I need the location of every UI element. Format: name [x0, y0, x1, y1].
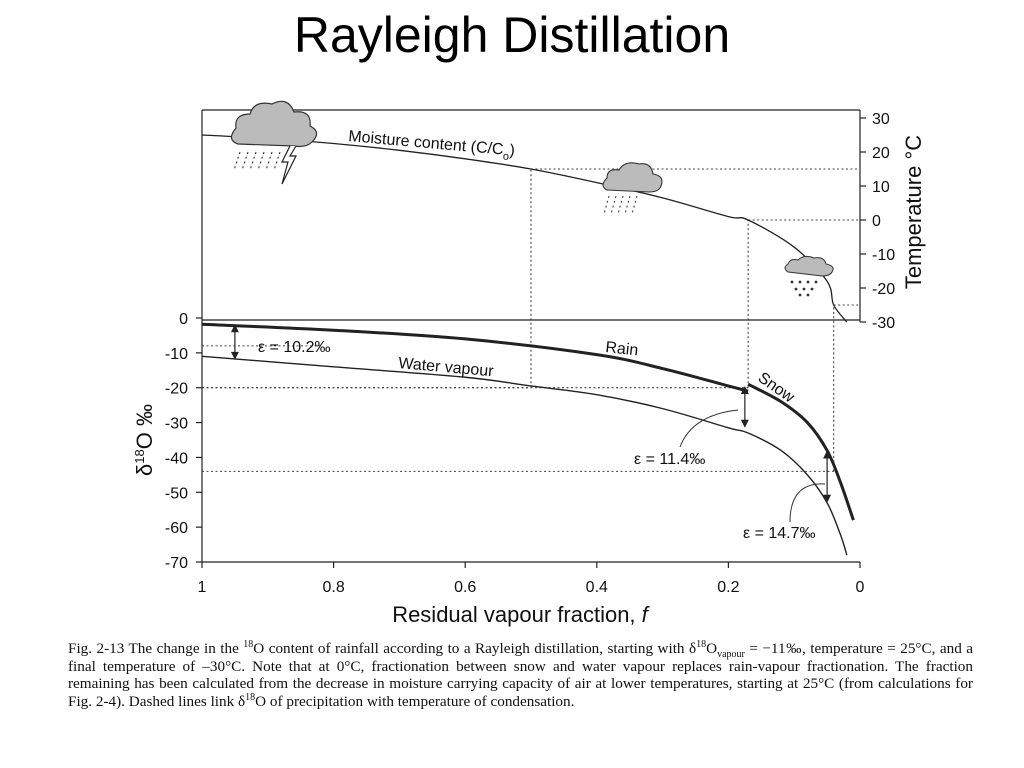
epsilon-11-4-leader: [679, 409, 739, 448]
epsilon-11-4-label: ε = 11.4‰: [634, 451, 705, 468]
d18o-tick-label: -30: [165, 416, 188, 433]
epsilon-arrow-head: [740, 385, 749, 394]
x-tick-label: 1: [198, 579, 207, 596]
figure-caption: Fig. 2-13 The change in the 18O content …: [68, 638, 974, 710]
rain-cloud-icon: [602, 162, 663, 215]
epsilon-arrow-head: [230, 351, 239, 360]
d18o-tick-label: -20: [165, 381, 188, 398]
epsilon-10-2-label: ε = 10.2‰: [258, 339, 331, 356]
moisture-content-line: [201, 134, 848, 323]
x-tick-label: 0.2: [717, 579, 739, 596]
x-tick-label: 0: [856, 579, 865, 596]
snow-cloud-icon: [784, 255, 834, 297]
moisture-content-label: Moisture content (C/Co): [347, 128, 515, 163]
epsilon-arrow-head: [230, 324, 239, 333]
epsilon-arrow-head: [823, 450, 832, 459]
rayleigh-chart: 1 0.8 0.6 0.4 0.2 0 30 20 10 0 -10 -20 -30 0 -10 -20 -30…: [132, 100, 926, 627]
rain-label: Rain: [605, 339, 640, 359]
x-tick-label: 0.6: [454, 579, 476, 596]
temp-tick-label: -30: [872, 315, 895, 332]
x-tick-label: 0.8: [322, 579, 344, 596]
bottom-y-axis-title: δ18O ‰: [132, 404, 157, 476]
x-tick-label: 0.4: [586, 579, 608, 596]
x-axis-title: Residual vapour fraction, f: [392, 602, 650, 627]
epsilon-14-7-label: ε = 14.7‰: [743, 525, 816, 542]
d18o-tick-label: -50: [165, 485, 188, 502]
temp-tick-label: 0: [872, 213, 881, 230]
temp-tick-label: -10: [872, 247, 895, 264]
epsilon-arrow-head: [740, 419, 749, 428]
d18o-tick-label: -40: [165, 450, 188, 467]
temp-tick-label: 20: [872, 145, 890, 162]
snow-label: Snow: [755, 369, 798, 406]
epsilon-14-7-leader: [789, 483, 826, 523]
d18o-tick-label: -10: [165, 346, 188, 363]
d18o-tick-label: 0: [179, 311, 188, 328]
storm-cloud-icon: [230, 100, 318, 185]
water-vapour-label: Water vapour: [398, 355, 495, 380]
rain-line: [201, 322, 749, 393]
d18o-tick-label: -70: [165, 555, 188, 572]
top-y-axis-title: Temperature °C: [901, 135, 926, 289]
epsilon-arrow-head: [823, 494, 832, 503]
slide-title: Rayleigh Distillation: [293, 7, 731, 63]
d18o-tick-label: -60: [165, 520, 188, 537]
temp-tick-label: 30: [872, 111, 890, 128]
water-vapour-line: [201, 355, 848, 556]
snow-line: [747, 382, 855, 521]
temp-tick-label: -20: [872, 281, 895, 298]
temp-tick-label: 10: [872, 179, 890, 196]
